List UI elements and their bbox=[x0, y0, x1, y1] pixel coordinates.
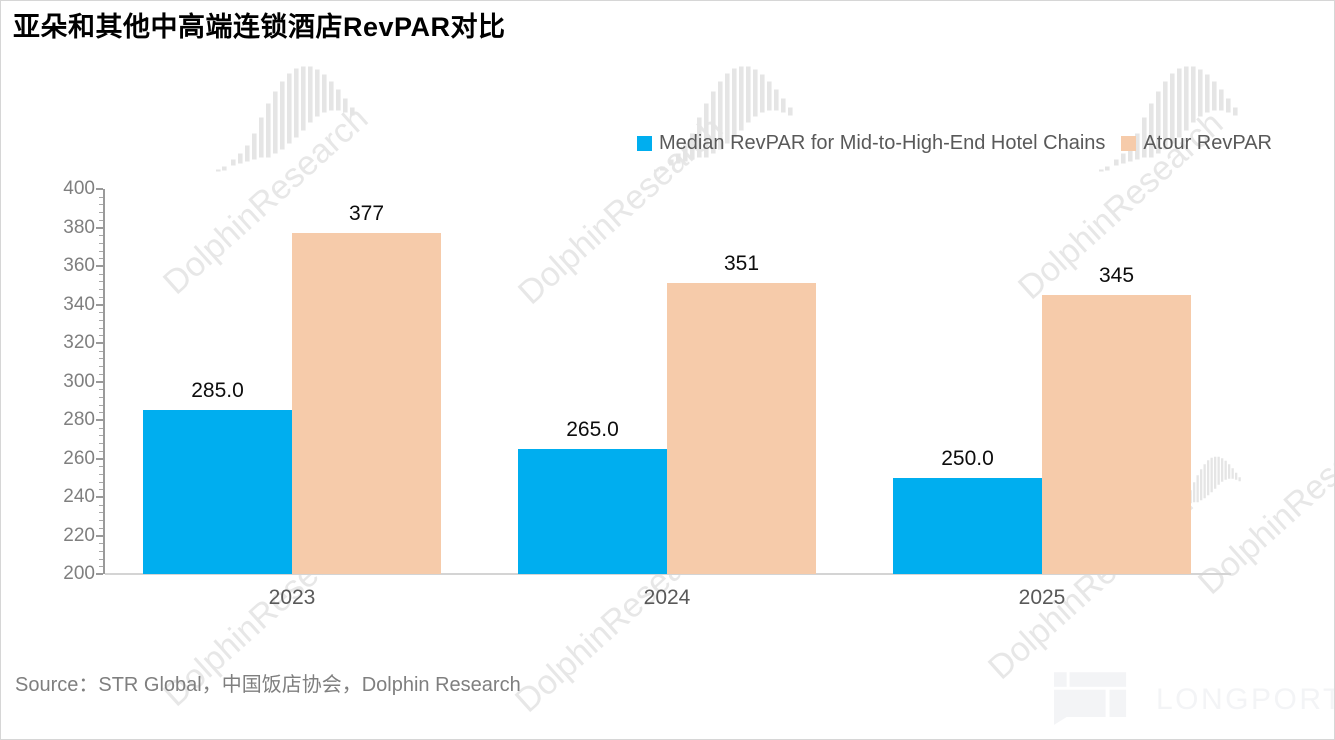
x-axis-category-label: 2025 bbox=[1018, 586, 1066, 609]
bar-value-label: 250.0 bbox=[941, 446, 994, 470]
y-axis-minor-tick bbox=[99, 296, 103, 298]
bar-median-2024 bbox=[518, 448, 667, 574]
y-axis-minor-tick bbox=[99, 389, 103, 391]
y-axis-tick-label: 400 bbox=[63, 178, 95, 199]
y-axis-tick bbox=[96, 342, 103, 344]
y-axis-minor-tick bbox=[99, 289, 103, 291]
y-axis-tick-label: 260 bbox=[63, 447, 95, 469]
y-axis-minor-tick bbox=[99, 373, 103, 375]
bar-median-2025 bbox=[893, 477, 1042, 574]
y-axis-minor-tick bbox=[99, 250, 103, 252]
dolphin-watermark-icon bbox=[211, 59, 361, 189]
y-axis-minor-tick bbox=[99, 558, 103, 560]
y-axis-tick bbox=[96, 226, 103, 229]
x-axis-category-label: 2024 bbox=[643, 586, 691, 609]
y-axis-minor-tick bbox=[99, 435, 103, 437]
y-axis-tick-label: 300 bbox=[63, 370, 95, 392]
legend-label: Atour RevPAR bbox=[1143, 132, 1272, 154]
y-axis-tick-label: 200 bbox=[63, 563, 95, 584]
x-axis-category-label: 2023 bbox=[268, 586, 316, 609]
y-axis-tick bbox=[96, 496, 103, 498]
y-axis-minor-tick bbox=[99, 396, 103, 398]
legend-item-1: Atour RevPAR bbox=[1121, 132, 1272, 155]
legend-swatch-icon bbox=[636, 136, 652, 151]
y-axis-minor-tick bbox=[99, 219, 103, 221]
y-axis-tick bbox=[96, 534, 103, 537]
y-axis-minor-tick bbox=[99, 550, 103, 552]
source-note: Source：STR Global，中国饭店协会，Dolphin Researc… bbox=[15, 674, 521, 696]
y-axis-minor-tick bbox=[99, 258, 103, 260]
y-axis-minor-tick bbox=[99, 404, 103, 406]
y-axis-minor-tick bbox=[99, 273, 103, 275]
longport-logo: LONGPORT bbox=[1054, 672, 1335, 731]
dolphin-watermark-icon bbox=[649, 59, 799, 189]
y-axis-tick-label: 360 bbox=[63, 255, 95, 276]
y-axis-minor-tick bbox=[99, 358, 103, 360]
y-axis-minor-tick bbox=[99, 504, 103, 506]
y-axis-minor-tick bbox=[99, 312, 103, 314]
legend-item-0: Median RevPAR for Mid-to-High-End Hotel … bbox=[636, 132, 1106, 155]
longport-logo-icon bbox=[1054, 672, 1130, 731]
y-axis-minor-tick bbox=[99, 527, 103, 529]
y-axis-minor-tick bbox=[99, 489, 103, 491]
y-axis-minor-tick bbox=[99, 335, 103, 337]
y-axis-line bbox=[103, 189, 105, 574]
y-axis-minor-tick bbox=[99, 427, 103, 429]
x-axis-line bbox=[105, 573, 1231, 575]
y-axis-minor-tick bbox=[99, 196, 103, 198]
y-axis-minor-tick bbox=[99, 481, 103, 483]
y-axis-minor-tick bbox=[99, 466, 103, 468]
chart-title: 亚朵和其他中高端连锁酒店RevPAR对比 bbox=[13, 12, 506, 42]
bar-atour-2024 bbox=[667, 283, 816, 574]
y-axis-minor-tick bbox=[99, 319, 103, 321]
y-axis-tick-label: 380 bbox=[63, 216, 95, 238]
y-axis-minor-tick bbox=[99, 281, 103, 283]
y-axis-tick-label: 220 bbox=[63, 524, 95, 546]
y-axis-tick-label: 320 bbox=[63, 332, 95, 353]
y-axis-minor-tick bbox=[99, 450, 103, 452]
y-axis-minor-tick bbox=[99, 242, 103, 244]
y-axis-tick bbox=[96, 188, 103, 190]
bar-atour-2023 bbox=[292, 233, 441, 574]
y-axis-tick bbox=[96, 457, 103, 460]
y-axis-tick bbox=[96, 419, 103, 421]
y-axis-tick bbox=[96, 573, 103, 575]
y-axis-tick-label: 240 bbox=[63, 486, 95, 507]
y-axis-tick-label: 340 bbox=[63, 293, 95, 315]
longport-wordmark: LONGPORT bbox=[1156, 683, 1335, 716]
dolphin-watermark-icon bbox=[1094, 59, 1244, 189]
legend: Median RevPAR for Mid-to-High-End Hotel … bbox=[636, 132, 1272, 155]
y-axis-tick bbox=[96, 265, 103, 267]
y-axis-minor-tick bbox=[99, 412, 103, 414]
y-axis-tick-label: 280 bbox=[63, 409, 95, 430]
y-axis-minor-tick bbox=[99, 366, 103, 368]
legend-label: Median RevPAR for Mid-to-High-End Hotel … bbox=[658, 132, 1106, 154]
y-axis-minor-tick bbox=[99, 473, 103, 475]
y-axis-minor-tick bbox=[99, 512, 103, 514]
y-axis-minor-tick bbox=[99, 443, 103, 445]
bar-value-label: 345 bbox=[1098, 263, 1135, 287]
bar-value-label: 377 bbox=[348, 202, 385, 226]
y-axis-minor-tick bbox=[99, 235, 103, 237]
y-axis-minor-tick bbox=[99, 520, 103, 522]
y-axis-minor-tick bbox=[99, 212, 103, 214]
bar-median-2023 bbox=[143, 410, 292, 574]
y-axis-minor-tick bbox=[99, 543, 103, 545]
bar-value-label: 265.0 bbox=[566, 417, 619, 441]
dolphin-watermark-icon bbox=[1169, 453, 1244, 518]
y-axis-minor-tick bbox=[99, 350, 103, 352]
legend-swatch-icon bbox=[1121, 136, 1137, 151]
y-axis-minor-tick bbox=[99, 327, 103, 329]
bar-value-label: 285.0 bbox=[191, 379, 244, 403]
y-axis-minor-tick bbox=[99, 566, 103, 568]
y-axis-tick bbox=[96, 380, 103, 383]
bar-atour-2025 bbox=[1042, 294, 1191, 574]
y-axis-tick bbox=[96, 303, 103, 306]
y-axis-minor-tick bbox=[99, 204, 103, 206]
bar-value-label: 351 bbox=[723, 252, 760, 276]
